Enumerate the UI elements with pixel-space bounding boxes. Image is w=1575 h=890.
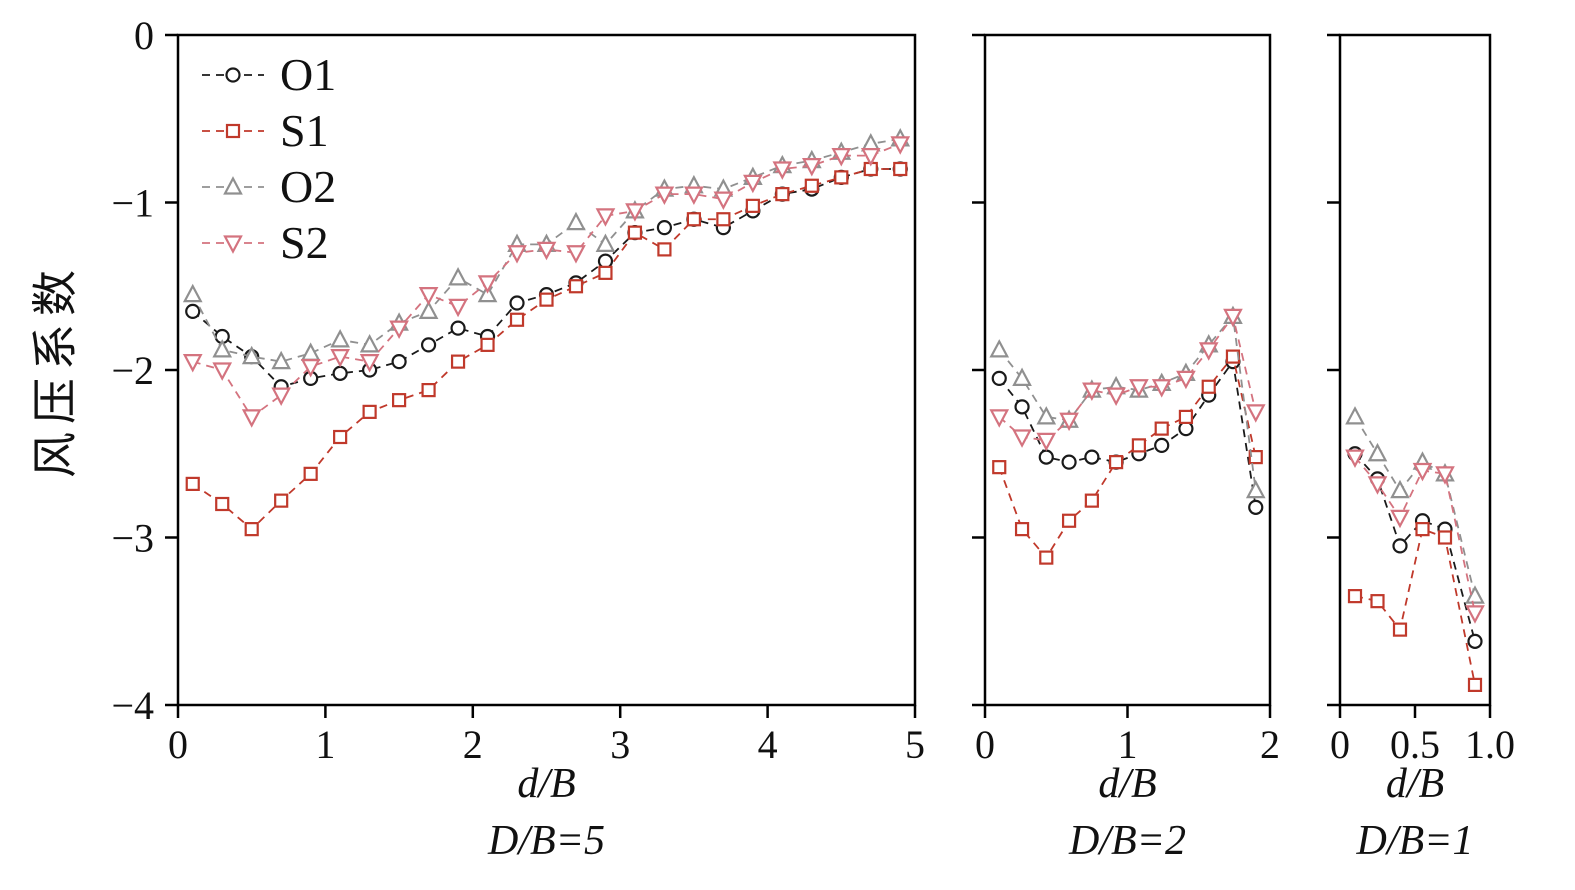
svg-text:0: 0 [168,722,188,767]
legend-marker-o1 [202,67,264,83]
svg-text:1.0: 1.0 [1465,722,1515,767]
panel-db5: 0 1 2 3 4 5 0 −1 −2 −3 −4 O1 S1 O2 S2 d/B D/B=5 [111,13,925,864]
svg-text:5: 5 [905,722,925,767]
panel-caption-db2: D/B=2 [1069,818,1186,864]
svg-text:4: 4 [758,722,778,767]
svg-text:0.5: 0.5 [1390,722,1440,767]
legend-marker-s2 [202,235,264,254]
svg-text:−3: −3 [111,516,154,561]
panel-caption-db5: D/B=5 [488,818,605,864]
legend-label-s2: S2 [280,217,329,268]
legend-label-o2: O2 [280,161,337,212]
svg-text:0: 0 [1330,722,1350,767]
legend-item-o2: O2 [200,159,336,215]
legend-item-o1: O1 [200,47,336,103]
legend-label-s1: S1 [280,105,329,156]
svg-text:−2: −2 [111,348,154,393]
legend-label-o1: O1 [280,49,337,100]
legend-marker-o2 [202,176,264,195]
svg-text:2: 2 [463,722,483,767]
legend: O1 S1 O2 S2 [200,47,336,271]
svg-text:2: 2 [1260,722,1280,767]
svg-text:1: 1 [315,722,335,767]
x-axis-label-db1: d/B [1385,761,1445,807]
svg-text:3: 3 [610,722,630,767]
panel-db1: 0 0.5 1.0 d/B D/B=1 [1327,33,1515,864]
svg-text:−1: −1 [111,181,154,226]
legend-item-s2: S2 [200,215,336,271]
svg-text:0: 0 [975,722,995,767]
legend-item-s1: S1 [200,103,336,159]
y-axis-label: 风压系数 [30,262,81,478]
panel-caption-db1: D/B=1 [1356,818,1474,864]
x-axis-label-db2: d/B [1098,761,1157,807]
svg-text:0: 0 [134,13,154,58]
svg-text:1: 1 [1118,722,1138,767]
legend-marker-s1 [202,123,264,139]
panel-db2: 0 1 2 d/B D/B=2 [972,33,1280,864]
x-axis-label-db5: d/B [517,761,576,807]
svg-text:−4: −4 [111,683,154,728]
